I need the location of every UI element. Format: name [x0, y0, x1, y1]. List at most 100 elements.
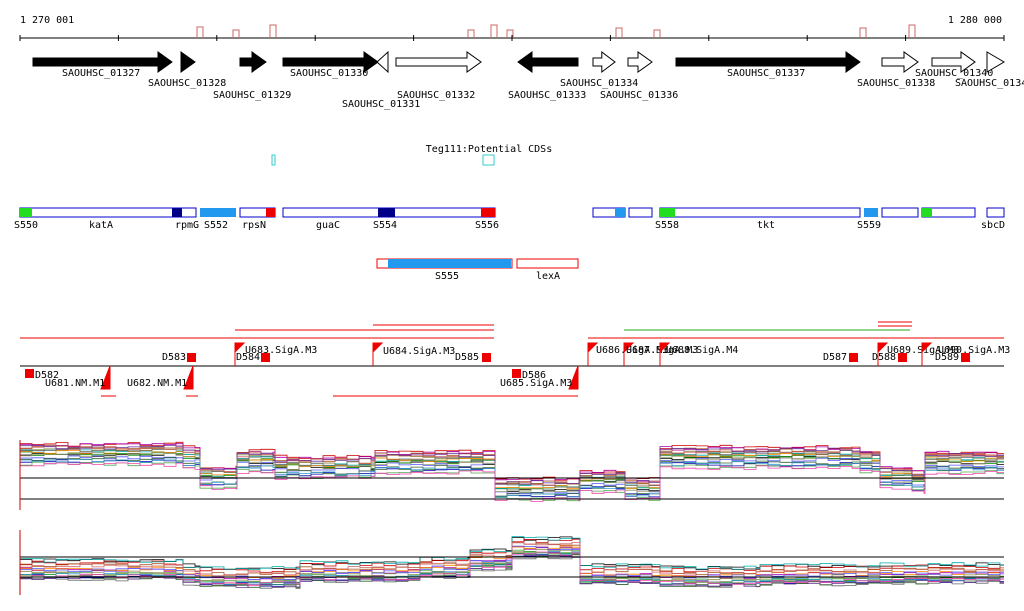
- feature-box: [187, 353, 196, 362]
- feature-label: U684.SigA.M3: [383, 346, 455, 357]
- pulse: [490, 24, 498, 38]
- feature-box: [261, 353, 270, 362]
- feature-flag: [568, 365, 579, 390]
- feature-flag: [100, 365, 111, 390]
- axis-start: 1 270 001: [20, 15, 74, 26]
- segment-box: [516, 258, 579, 269]
- feature-flag: [921, 342, 933, 366]
- gene-label: SAOUHSC_0134: [955, 78, 1024, 89]
- segment-fill: [481, 208, 495, 217]
- feature-label: U690.SigA.M3: [938, 345, 1010, 356]
- feature-label: D587: [823, 352, 847, 363]
- profile-line: [20, 545, 1004, 580]
- segment-fill: [20, 208, 32, 217]
- pulse: [615, 27, 623, 38]
- feature-label: U682.NM.M1: [127, 378, 187, 389]
- segment-box: [19, 207, 197, 218]
- feature-box: [482, 353, 491, 362]
- segment-label: katA: [89, 220, 113, 231]
- feature-box: [849, 353, 858, 362]
- gene-arrow: [627, 51, 653, 73]
- pulse: [467, 29, 475, 38]
- feature-flag: [183, 365, 194, 390]
- pulse: [859, 27, 867, 38]
- gene-arrow: [517, 51, 579, 73]
- gene-arrow: [675, 51, 861, 73]
- gene-label: SAOUHSC_01337: [727, 68, 805, 79]
- track-title: Teg111:Potential CDSs: [426, 144, 552, 155]
- segment-fill: [266, 208, 275, 217]
- gene-label: SAOUHSC_01329: [213, 90, 291, 101]
- segment-label: S559: [857, 220, 881, 231]
- profile-line: [20, 551, 1004, 586]
- gene-arrow: [986, 51, 1005, 73]
- segment-box: [628, 207, 653, 218]
- profile-line: [20, 536, 1004, 570]
- profile-line: [20, 445, 1004, 485]
- feature-flag: [659, 342, 671, 366]
- segment-fill: [922, 208, 932, 217]
- segment-box: [881, 207, 919, 218]
- segment-fill: [864, 208, 878, 217]
- axis-end: 1 280 000: [948, 15, 1002, 26]
- feature-flag: [234, 342, 246, 366]
- feature-box: [898, 353, 907, 362]
- pulse: [506, 29, 514, 38]
- gene-arrow: [395, 51, 482, 73]
- segment-label: S552: [204, 220, 228, 231]
- feature-label: U683.SigA.M3: [245, 345, 317, 356]
- segment-label: S556: [475, 220, 499, 231]
- feature-label: U686.SigA.M3: [596, 345, 668, 356]
- pulse: [232, 29, 240, 38]
- gene-arrow: [592, 50, 616, 74]
- feature-label: U685.SigA.M3: [500, 378, 572, 389]
- profile-line: [20, 452, 1004, 492]
- gene-arrow: [239, 51, 267, 73]
- feature-label: D589: [935, 352, 959, 363]
- gene-label: SAOUHSC_01336: [600, 90, 678, 101]
- feature-flag: [877, 342, 889, 366]
- feature-box: [961, 353, 970, 362]
- profile-line: [20, 536, 1004, 570]
- feature-flag: [623, 342, 635, 366]
- segment-fill: [388, 259, 511, 268]
- pulse: [908, 24, 916, 38]
- feature-label: U688.SigA.M4: [666, 345, 738, 356]
- gene-arrow: [282, 51, 379, 73]
- segment-label: S554: [373, 220, 397, 231]
- profile-line: [20, 551, 1004, 586]
- feature-flag: [587, 342, 599, 366]
- feature-box: [25, 369, 34, 378]
- gene-arrow: [32, 51, 173, 73]
- gene-label: SAOUHSC_01331: [342, 99, 420, 110]
- gene-label: SAOUHSC_01328: [148, 78, 226, 89]
- segment-fill: [660, 208, 675, 217]
- segment-label: lexA: [536, 271, 560, 282]
- gene-label: SAOUHSC_01332: [397, 90, 475, 101]
- pulse: [269, 24, 277, 38]
- cds-mark: [482, 154, 495, 166]
- segment-label: S555: [435, 271, 459, 282]
- gene-label: SAOUHSC_01338: [857, 78, 935, 89]
- segment-box: [986, 207, 1005, 218]
- pulse: [196, 26, 204, 38]
- gene-arrow: [931, 51, 976, 73]
- segment-label: sbcD: [981, 220, 1005, 231]
- segment-label: rpsN: [242, 220, 266, 231]
- segment-label: S550: [14, 220, 38, 231]
- gene-label: SAOUHSC_01327: [62, 68, 140, 79]
- feature-flag: [372, 342, 384, 366]
- profile-line: [20, 555, 1004, 589]
- gene-arrow: [376, 50, 389, 74]
- segment-fill: [378, 208, 395, 217]
- segment-label: tkt: [757, 220, 775, 231]
- feature-box: [512, 369, 521, 378]
- gene-label: SAOUHSC_01333: [508, 90, 586, 101]
- profile-line: [20, 553, 1004, 588]
- segment-fill: [172, 208, 182, 217]
- segment-fill: [615, 208, 625, 217]
- segment-label: rpmG: [175, 220, 199, 231]
- segment-label: guaC: [316, 220, 340, 231]
- cds-mark: [271, 154, 276, 166]
